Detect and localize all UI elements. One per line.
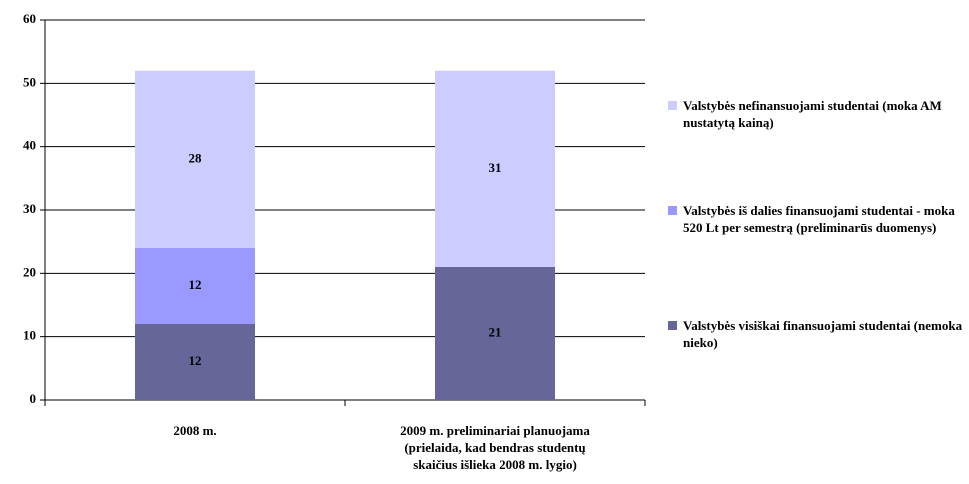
legend-label: Valstybės iš dalies finansuojami student… [683,203,955,235]
y-tick-label: 50 [23,74,36,89]
y-tick-label: 40 [23,138,36,153]
bar-segment [435,267,555,400]
x-tick-label: 2008 m. [173,423,217,438]
legend-swatch [668,206,677,215]
legend-swatch [668,321,677,330]
bar-segment [435,70,555,268]
data-label: 28 [189,150,203,165]
legend-label: Valstybės nefinansuojami studentai (moka… [683,98,942,130]
legend-swatch [668,101,677,110]
bar-segment [135,324,255,400]
x-tick-label: 2009 m. preliminariai planuojama (priela… [400,423,590,472]
bar-segment [135,248,255,324]
y-tick-label: 0 [30,391,37,406]
data-label: 12 [189,277,202,292]
data-label: 21 [489,324,502,339]
legend-label: Valstybės visiškai finansuojami studenta… [683,318,963,350]
y-tick-label: 30 [23,201,36,216]
y-tick-label: 60 [23,11,36,26]
y-tick-label: 20 [23,264,36,279]
bar-segment [135,70,255,249]
y-tick-label: 10 [23,328,36,343]
data-label: 31 [489,160,502,175]
data-label: 12 [189,353,202,368]
